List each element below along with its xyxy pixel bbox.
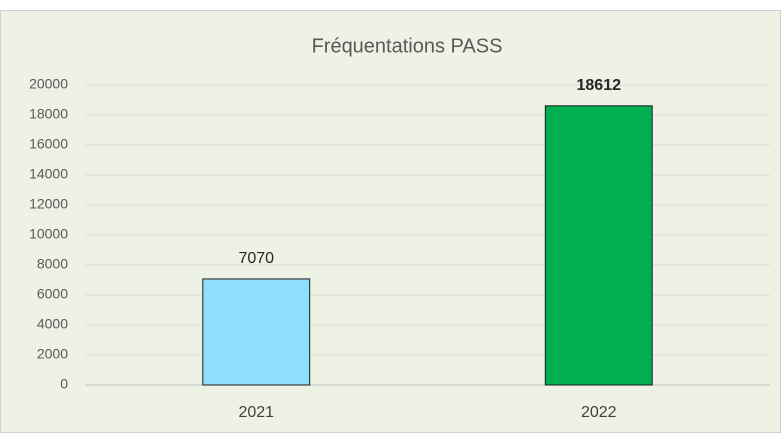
y-tick-label: 0 bbox=[60, 376, 68, 392]
bar bbox=[544, 105, 653, 386]
x-tick-label: 2022 bbox=[581, 404, 617, 421]
x-tick-label: 2021 bbox=[238, 404, 274, 421]
y-tick-label: 14000 bbox=[29, 166, 68, 182]
bar bbox=[202, 278, 311, 386]
y-tick-label: 8000 bbox=[37, 256, 68, 272]
data-label: 7070 bbox=[238, 250, 274, 267]
y-tick-label: 18000 bbox=[29, 106, 68, 122]
y-tick-label: 20000 bbox=[29, 76, 68, 92]
y-tick-label: 12000 bbox=[29, 196, 68, 212]
y-tick-label: 6000 bbox=[37, 286, 68, 302]
y-tick-label: 10000 bbox=[29, 226, 68, 242]
chart-title: Fréquentations PASS bbox=[312, 35, 503, 57]
y-tick-label: 16000 bbox=[29, 136, 68, 152]
chart-background bbox=[0, 10, 781, 433]
y-tick-label: 2000 bbox=[37, 346, 68, 362]
y-tick-label: 4000 bbox=[37, 316, 68, 332]
data-label: 18612 bbox=[577, 77, 622, 94]
